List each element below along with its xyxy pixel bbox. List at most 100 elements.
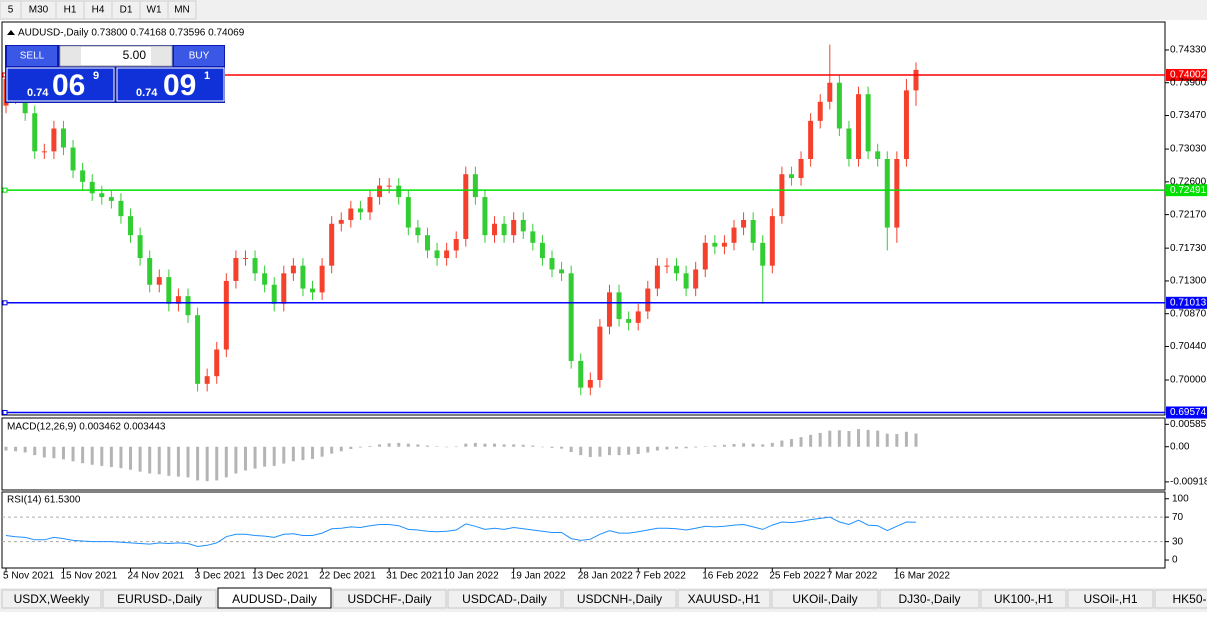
sell-quote-main: 06 <box>52 69 85 102</box>
sell-label: SELL <box>20 51 45 62</box>
macd-bar <box>799 437 803 447</box>
macd-bar <box>435 446 439 447</box>
tab-label: XAUUSD-,H1 <box>688 592 761 606</box>
chart-window <box>0 20 1207 588</box>
tab[interactable] <box>102 589 217 609</box>
macd-bar <box>234 446 238 474</box>
candle-body <box>89 181 95 194</box>
macd-bar <box>684 446 688 449</box>
candle-body <box>444 250 450 259</box>
candle-body <box>578 360 584 388</box>
tab[interactable] <box>980 589 1067 609</box>
candle-body <box>482 197 488 236</box>
macd-bar <box>61 446 65 460</box>
macd-bar <box>809 434 813 447</box>
macd-bar <box>119 446 123 469</box>
macd-bar <box>617 446 621 456</box>
candle-body <box>539 242 545 259</box>
candle-body <box>51 128 57 152</box>
candle-body <box>568 273 574 361</box>
level-handle[interactable] <box>2 409 8 415</box>
sell-quote[interactable] <box>6 67 115 102</box>
macd-panel <box>1 417 1166 491</box>
tab[interactable] <box>447 589 562 609</box>
buy-quote[interactable] <box>116 67 225 102</box>
timeframe-label: D1 <box>120 5 133 16</box>
candle-body <box>836 82 842 129</box>
candle-body <box>405 197 411 228</box>
macd-tick-label: 0.00585 <box>1170 419 1207 430</box>
tab[interactable] <box>677 589 771 609</box>
x-tick-label: 13 Dec 2021 <box>252 571 309 582</box>
x-tick-label: 31 Dec 2021 <box>386 571 443 582</box>
rsi-label: RSI(14) 61.5300 <box>7 495 81 506</box>
macd-bar <box>272 446 276 466</box>
candle-body <box>319 265 325 293</box>
timeframe-label: M30 <box>29 5 49 16</box>
macd-bar <box>90 446 94 465</box>
level-handle[interactable] <box>2 187 8 193</box>
macd-bar <box>694 446 698 448</box>
toolbar <box>0 0 1207 20</box>
macd-bar <box>14 446 18 452</box>
macd-bar <box>301 446 305 461</box>
tab[interactable] <box>1067 589 1154 609</box>
tab-active[interactable] <box>217 587 332 609</box>
candle-body <box>367 197 373 213</box>
macd-bar <box>818 432 822 447</box>
macd-bar <box>148 446 152 474</box>
timeframe-button[interactable] <box>167 0 197 20</box>
candle-body <box>875 151 881 159</box>
macd-bar <box>904 431 908 447</box>
tab[interactable] <box>562 589 677 609</box>
candle-body <box>913 69 919 91</box>
sell-button[interactable] <box>7 46 57 66</box>
tab-label: USDCNH-,Daily <box>577 592 662 606</box>
x-tick-label: 28 Jan 2022 <box>578 571 633 582</box>
macd-bar <box>4 446 8 451</box>
x-tick-label: 15 Nov 2021 <box>60 571 117 582</box>
candle-body <box>846 128 852 159</box>
tab[interactable] <box>1154 589 1207 609</box>
candle-body <box>559 269 565 274</box>
macd-bar <box>320 446 324 457</box>
candle-body <box>338 219 344 224</box>
macd-bar <box>655 446 659 451</box>
tab-label: USOil-,H1 <box>1083 592 1137 606</box>
macd-bar <box>378 444 382 447</box>
macd-bar <box>569 446 573 453</box>
candle-body <box>492 223 498 236</box>
candle-body <box>175 296 181 304</box>
y-tick-label: 0.73030 <box>1170 144 1207 155</box>
level-tag <box>1166 184 1207 197</box>
candle-body <box>453 239 459 251</box>
macd-bar <box>445 446 449 448</box>
level-handle[interactable] <box>2 300 8 306</box>
candle-body <box>779 174 785 217</box>
symbol-label: AUDUSD-,Daily 0.73800 0.74168 0.73596 0.… <box>18 28 245 39</box>
tab[interactable] <box>332 589 447 609</box>
trade-panel: SELL 5.00 BUY 0.74 06 9 0.74 09 1 <box>5 45 225 103</box>
y-tick-label: 0.74330 <box>1170 45 1207 56</box>
candle-body <box>654 265 660 289</box>
tab[interactable] <box>1 589 102 609</box>
macd-bar <box>282 446 286 464</box>
lot-up[interactable] <box>151 47 171 65</box>
macd-bar <box>205 446 209 482</box>
lot-field[interactable] <box>59 45 173 67</box>
buy-button[interactable] <box>174 46 224 66</box>
collapse-icon[interactable] <box>7 30 15 35</box>
candle-body <box>271 284 277 304</box>
candle-body <box>712 242 718 247</box>
tab[interactable] <box>771 589 879 609</box>
tab-label: USDCAD-,Daily <box>462 592 547 606</box>
macd-bar <box>722 444 726 447</box>
macd-bar <box>406 443 410 447</box>
lot-value: 5.00 <box>123 48 147 62</box>
macd-bar <box>109 446 113 468</box>
candle-body <box>128 216 134 236</box>
candle-body <box>118 200 124 217</box>
macd-bar <box>540 446 544 448</box>
lot-down[interactable] <box>61 47 81 65</box>
tab[interactable] <box>879 589 980 609</box>
